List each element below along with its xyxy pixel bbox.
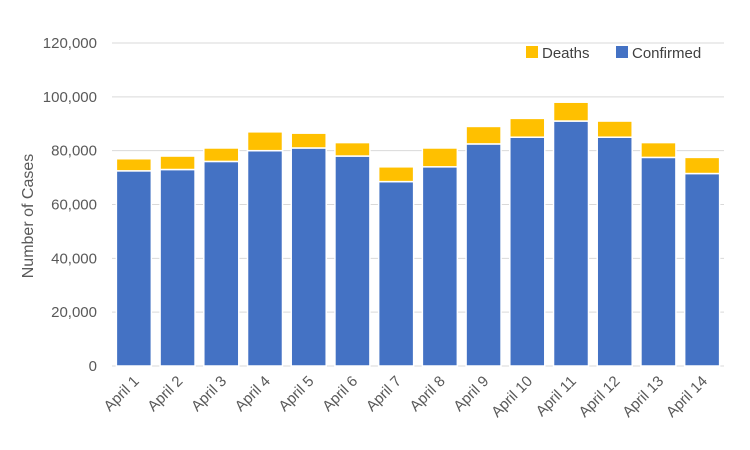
bar-confirmed <box>115 170 153 367</box>
bar-deaths <box>596 120 633 138</box>
bar-confirmed <box>377 180 415 367</box>
y-tick-label: 60,000 <box>51 197 97 214</box>
bar-confirmed <box>465 143 502 367</box>
y-tick-label: 120,000 <box>43 35 97 52</box>
bar-confirmed <box>596 136 633 367</box>
y-tick-label: 0 <box>89 358 97 375</box>
bar-confirmed <box>421 166 459 367</box>
legend-swatch-confirmed <box>616 46 628 58</box>
legend-swatch-deaths <box>526 46 538 58</box>
x-tick-label: April 6 <box>319 373 361 415</box>
bar-confirmed <box>552 120 590 367</box>
bars <box>115 101 721 367</box>
bar-deaths <box>683 156 721 175</box>
x-tick-label: April 4 <box>232 373 274 415</box>
bar-confirmed <box>246 149 284 367</box>
bar-deaths <box>640 141 677 159</box>
bar-deaths <box>421 147 459 168</box>
legend: Deaths Confirmed <box>526 45 701 62</box>
y-tick-label: 20,000 <box>51 304 97 321</box>
bar-deaths <box>115 157 153 172</box>
bar-deaths <box>465 125 502 145</box>
bar-deaths <box>334 141 371 157</box>
bar-deaths <box>203 147 240 163</box>
x-tick-label: April 3 <box>188 373 230 415</box>
bar-deaths <box>377 166 415 183</box>
y-axis-ticks: 0 20,000 40,000 60,000 80,000 100,000 120,000 <box>43 35 97 375</box>
bar-deaths <box>159 155 196 171</box>
bar-deaths <box>552 101 590 122</box>
bar-confirmed <box>683 172 721 367</box>
bar-deaths <box>290 132 327 149</box>
x-tick-label: April 12 <box>576 373 624 421</box>
x-tick-label: April 1 <box>101 373 143 415</box>
bar-confirmed <box>640 156 677 367</box>
y-tick-label: 100,000 <box>43 89 97 106</box>
bar-confirmed <box>509 136 546 367</box>
y-tick-label: 80,000 <box>51 143 97 160</box>
legend-label-confirmed: Confirmed <box>632 45 701 62</box>
bar-deaths <box>246 131 284 152</box>
x-tick-label: April 11 <box>533 373 580 420</box>
y-axis-title: Number of Cases <box>20 154 37 279</box>
bar-confirmed <box>203 160 240 367</box>
bar-confirmed <box>159 168 196 367</box>
x-tick-label: April 7 <box>363 373 405 415</box>
x-tick-label: April 13 <box>619 373 667 421</box>
x-tick-label: April 10 <box>488 373 536 421</box>
x-axis-ticks: April 1 April 2 April 3 April 4 April 5 April… <box>101 373 711 421</box>
legend-label-deaths: Deaths <box>542 45 590 62</box>
bar-confirmed <box>290 147 327 367</box>
x-tick-label: April 5 <box>275 373 317 415</box>
x-tick-label: April 14 <box>663 373 711 421</box>
bar-confirmed <box>334 155 371 367</box>
x-tick-label: April 2 <box>144 373 186 415</box>
bar-deaths <box>509 117 546 138</box>
y-tick-label: 40,000 <box>51 250 97 267</box>
x-tick-label: April 8 <box>407 373 449 415</box>
x-tick-label: April 9 <box>450 373 492 415</box>
